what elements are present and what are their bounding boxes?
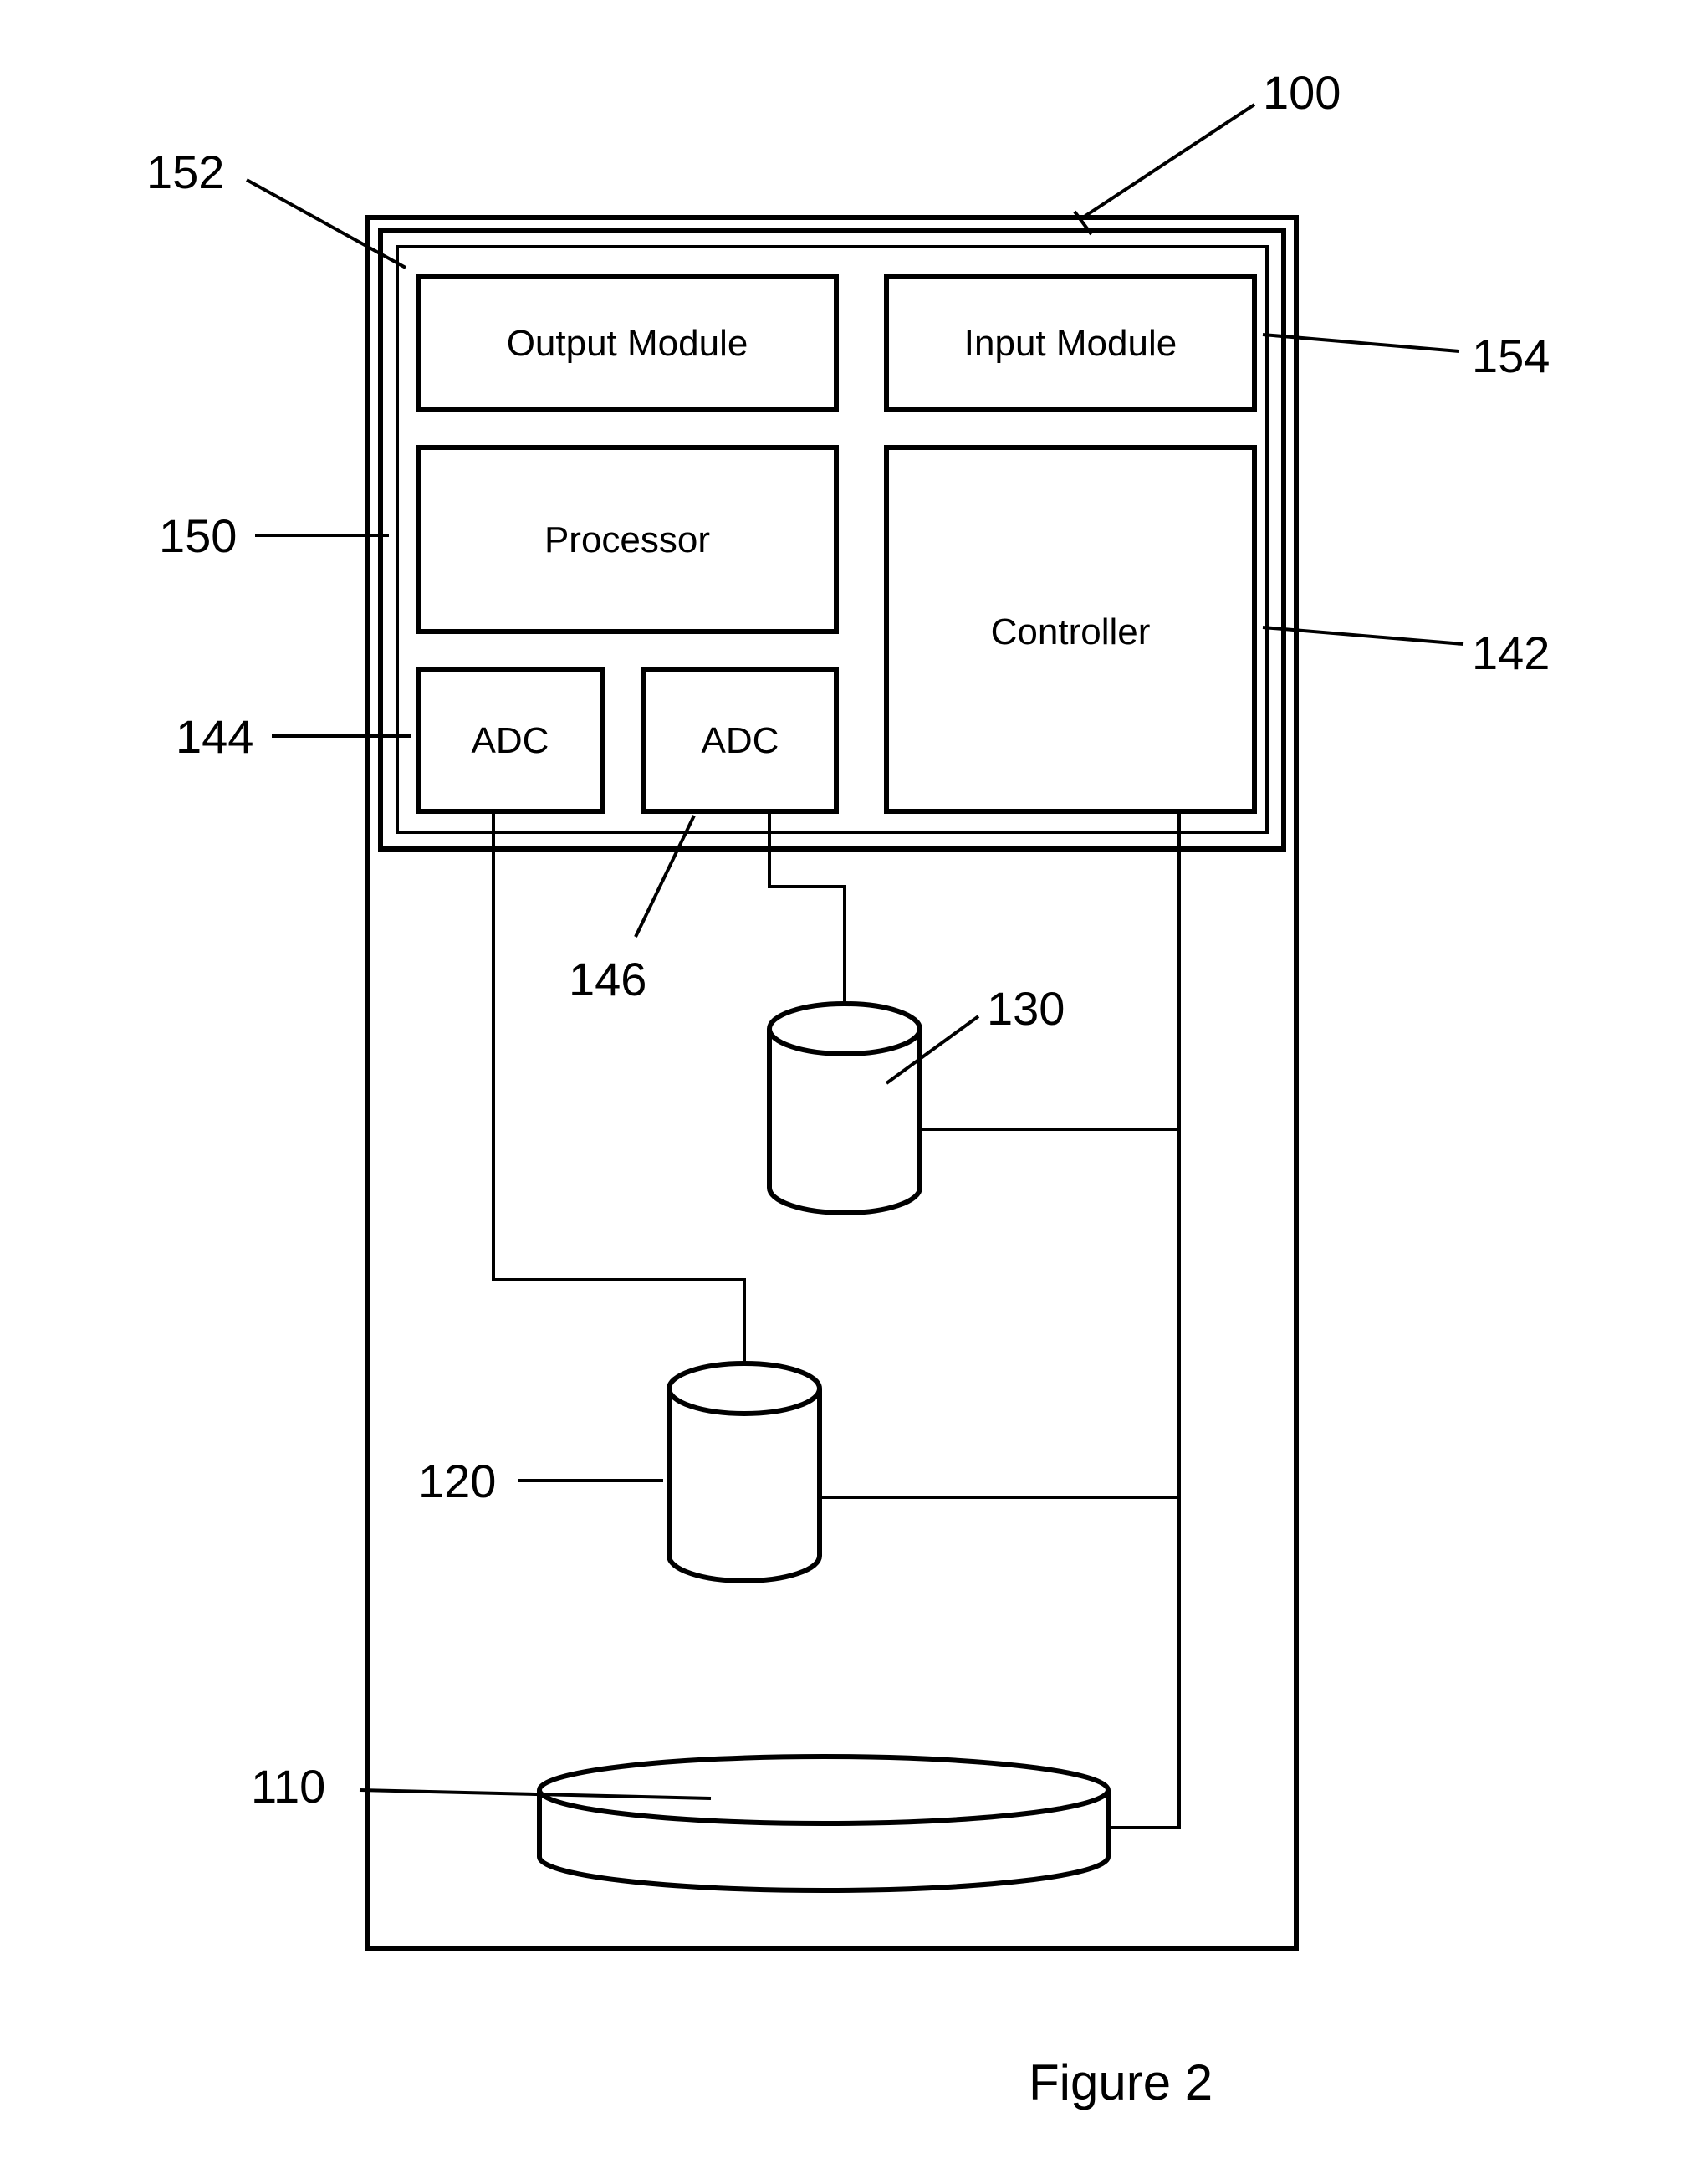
leader-130: [886, 1016, 978, 1083]
callout-120: 120: [418, 1455, 496, 1507]
cylinder-120: [669, 1363, 820, 1581]
adc1-label: ADC: [472, 720, 549, 761]
wire-bus-120: [820, 1129, 1179, 1497]
outer-enclosure: [368, 217, 1296, 1949]
callout-100: 100: [1263, 66, 1341, 119]
wire-bus-110: [1107, 1497, 1179, 1828]
leader-152: [247, 180, 406, 268]
leader-100: [1083, 105, 1254, 217]
dish-110: [539, 1757, 1108, 1890]
controller-label: Controller: [991, 611, 1151, 652]
adc2-label: ADC: [702, 720, 779, 761]
input-module-label: Input Module: [964, 323, 1177, 364]
callout-150: 150: [159, 509, 237, 562]
callout-144: 144: [176, 710, 253, 763]
wire-adc2-130: [769, 811, 845, 1004]
callout-142: 142: [1472, 627, 1550, 679]
leader-110: [360, 1790, 711, 1798]
leader-142: [1263, 627, 1463, 644]
callout-152: 152: [146, 146, 224, 198]
figure-caption: Figure 2: [1029, 2054, 1213, 2110]
leader-154: [1263, 335, 1459, 351]
block-diagram: Output Module Input Module Processor Con…: [0, 0, 1701, 2184]
callout-146: 146: [569, 953, 646, 1005]
output-module-label: Output Module: [507, 323, 748, 364]
cylinder-130: [769, 1004, 920, 1213]
wire-adc1-120: [493, 811, 744, 1363]
wire-130-controller: [920, 811, 1179, 1129]
callout-130: 130: [987, 982, 1065, 1035]
processor-label: Processor: [544, 519, 710, 560]
callout-110: 110: [251, 1760, 325, 1813]
callout-154: 154: [1472, 330, 1550, 382]
